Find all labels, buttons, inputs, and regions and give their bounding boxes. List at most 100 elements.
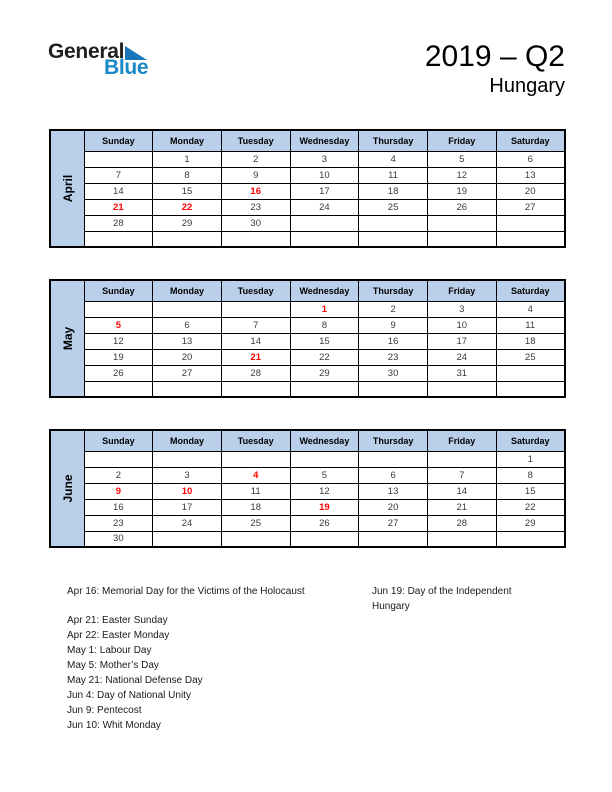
day-cell: 30 [83, 530, 154, 548]
week-row: 5 6 7 8 9 10 11 [50, 316, 566, 334]
weekday-header: Thursday [358, 429, 428, 452]
day-cell: 8 [495, 466, 566, 484]
week-row [50, 230, 566, 248]
day-cell: 13 [152, 332, 222, 350]
weekday-header: Friday [426, 429, 497, 452]
day-cell: 28 [220, 364, 291, 382]
title-block: 2019 – Q2 Hungary [425, 40, 565, 98]
day-cell: 4 [220, 466, 291, 484]
general-blue-logo: General Blue [48, 41, 149, 79]
day-cell: 28 [426, 514, 497, 532]
day-cell: 30 [358, 364, 428, 382]
day-cell-empty [358, 380, 428, 398]
calendar-block-april: April Sunday Monday Tuesday Wednesday Thursda… [49, 129, 566, 248]
day-cell: 24 [426, 348, 497, 366]
calendar-table-may: May Sunday Monday Tuesday Wednesday Thursday F… [49, 279, 566, 398]
week-row: 7 8 9 10 11 12 13 [50, 166, 566, 184]
week-row: 21 22 23 24 25 26 27 [50, 198, 566, 216]
day-cell-empty [495, 380, 566, 398]
day-cell: 30 [220, 214, 291, 232]
day-cell-empty [426, 450, 497, 468]
weekday-header: Tuesday [220, 279, 291, 302]
day-cell: 4 [495, 300, 566, 318]
weekday-header: Sunday [83, 429, 154, 452]
week-row: 9 10 11 12 13 14 15 [50, 482, 566, 500]
holiday-note: May 21: National Defense Day [67, 675, 203, 686]
day-cell: 1 [289, 300, 360, 318]
holiday-note: Apr 21: Easter Sunday [67, 615, 168, 626]
day-cell-empty [495, 230, 566, 248]
day-cell: 15 [152, 182, 222, 200]
day-cell: 2 [358, 300, 428, 318]
day-cell: 27 [358, 514, 428, 532]
day-cell: 28 [83, 214, 154, 232]
weekday-header: Tuesday [220, 429, 291, 452]
day-cell: 12 [289, 482, 360, 500]
calendar-table-april: April Sunday Monday Tuesday Wednesday Thursda… [49, 129, 566, 248]
month-label: June [60, 474, 75, 503]
day-cell-empty [289, 230, 360, 248]
day-cell: 12 [83, 332, 154, 350]
day-cell: 29 [152, 214, 222, 232]
day-cell-empty [220, 530, 291, 548]
calendar-block-may: May Sunday Monday Tuesday Wednesday Thursday F… [49, 279, 566, 398]
day-cell: 22 [289, 348, 360, 366]
day-cell-empty [426, 380, 497, 398]
weekday-header: Friday [426, 129, 497, 152]
day-cell: 3 [426, 300, 497, 318]
page-subtitle: Hungary [489, 75, 565, 97]
week-row [50, 380, 566, 398]
day-cell: 10 [289, 166, 360, 184]
day-cell-empty [83, 230, 154, 248]
holiday-note: Apr 22: Easter Monday [67, 630, 170, 641]
day-cell: 25 [358, 198, 428, 216]
day-cell: 2 [83, 466, 154, 484]
day-cell: 12 [426, 166, 497, 184]
day-cell: 31 [426, 364, 497, 382]
day-cell: 9 [358, 316, 428, 334]
week-row: 26 27 28 29 30 31 [50, 364, 566, 382]
day-cell-empty [495, 214, 566, 232]
day-cell: 14 [426, 482, 497, 500]
weekday-header: Sunday [83, 279, 154, 302]
month-label-cell-june: June [49, 429, 85, 548]
weekday-header: Sunday [83, 129, 154, 152]
weekday-header: Monday [152, 129, 222, 152]
day-cell: 21 [426, 498, 497, 516]
day-cell: 23 [358, 348, 428, 366]
day-cell: 20 [495, 182, 566, 200]
weekday-header: Wednesday [289, 429, 360, 452]
weekday-header: Wednesday [289, 279, 360, 302]
day-cell: 6 [495, 150, 566, 168]
holidays-right-column: Jun 19: Day of the Independent Hungary [372, 584, 540, 733]
day-cell: 18 [220, 498, 291, 516]
day-cell: 6 [152, 316, 222, 334]
day-cell-empty [83, 150, 154, 168]
day-cell: 21 [220, 348, 291, 366]
day-cell-empty [83, 300, 154, 318]
logo-triangle-icon [125, 46, 148, 60]
day-cell: 20 [358, 498, 428, 516]
week-row: 12 13 14 15 16 17 18 [50, 332, 566, 350]
day-cell: 9 [220, 166, 291, 184]
day-cell: 6 [358, 466, 428, 484]
months-container: April Sunday Monday Tuesday Wednesday Thursda… [49, 129, 566, 579]
month-label-cell-april: April [49, 129, 85, 248]
day-cell: 10 [152, 482, 222, 500]
day-cell-empty [220, 450, 291, 468]
day-cell-empty [152, 450, 222, 468]
holiday-note: Jun 9: Pentecost [67, 705, 142, 716]
weekday-header: Thursday [358, 279, 428, 302]
week-row: 14 15 16 17 18 19 20 [50, 182, 566, 200]
day-cell: 1 [495, 450, 566, 468]
day-cell-empty [289, 214, 360, 232]
page-title: 2019 – Q2 [424, 40, 565, 73]
week-row: 1 [50, 450, 566, 468]
day-cell-empty [358, 450, 428, 468]
day-cell-empty [426, 214, 497, 232]
day-cell: 26 [83, 364, 154, 382]
day-cell-empty [495, 364, 566, 382]
month-label: April [60, 174, 75, 203]
day-cell: 7 [83, 166, 154, 184]
day-cell: 18 [495, 332, 566, 350]
